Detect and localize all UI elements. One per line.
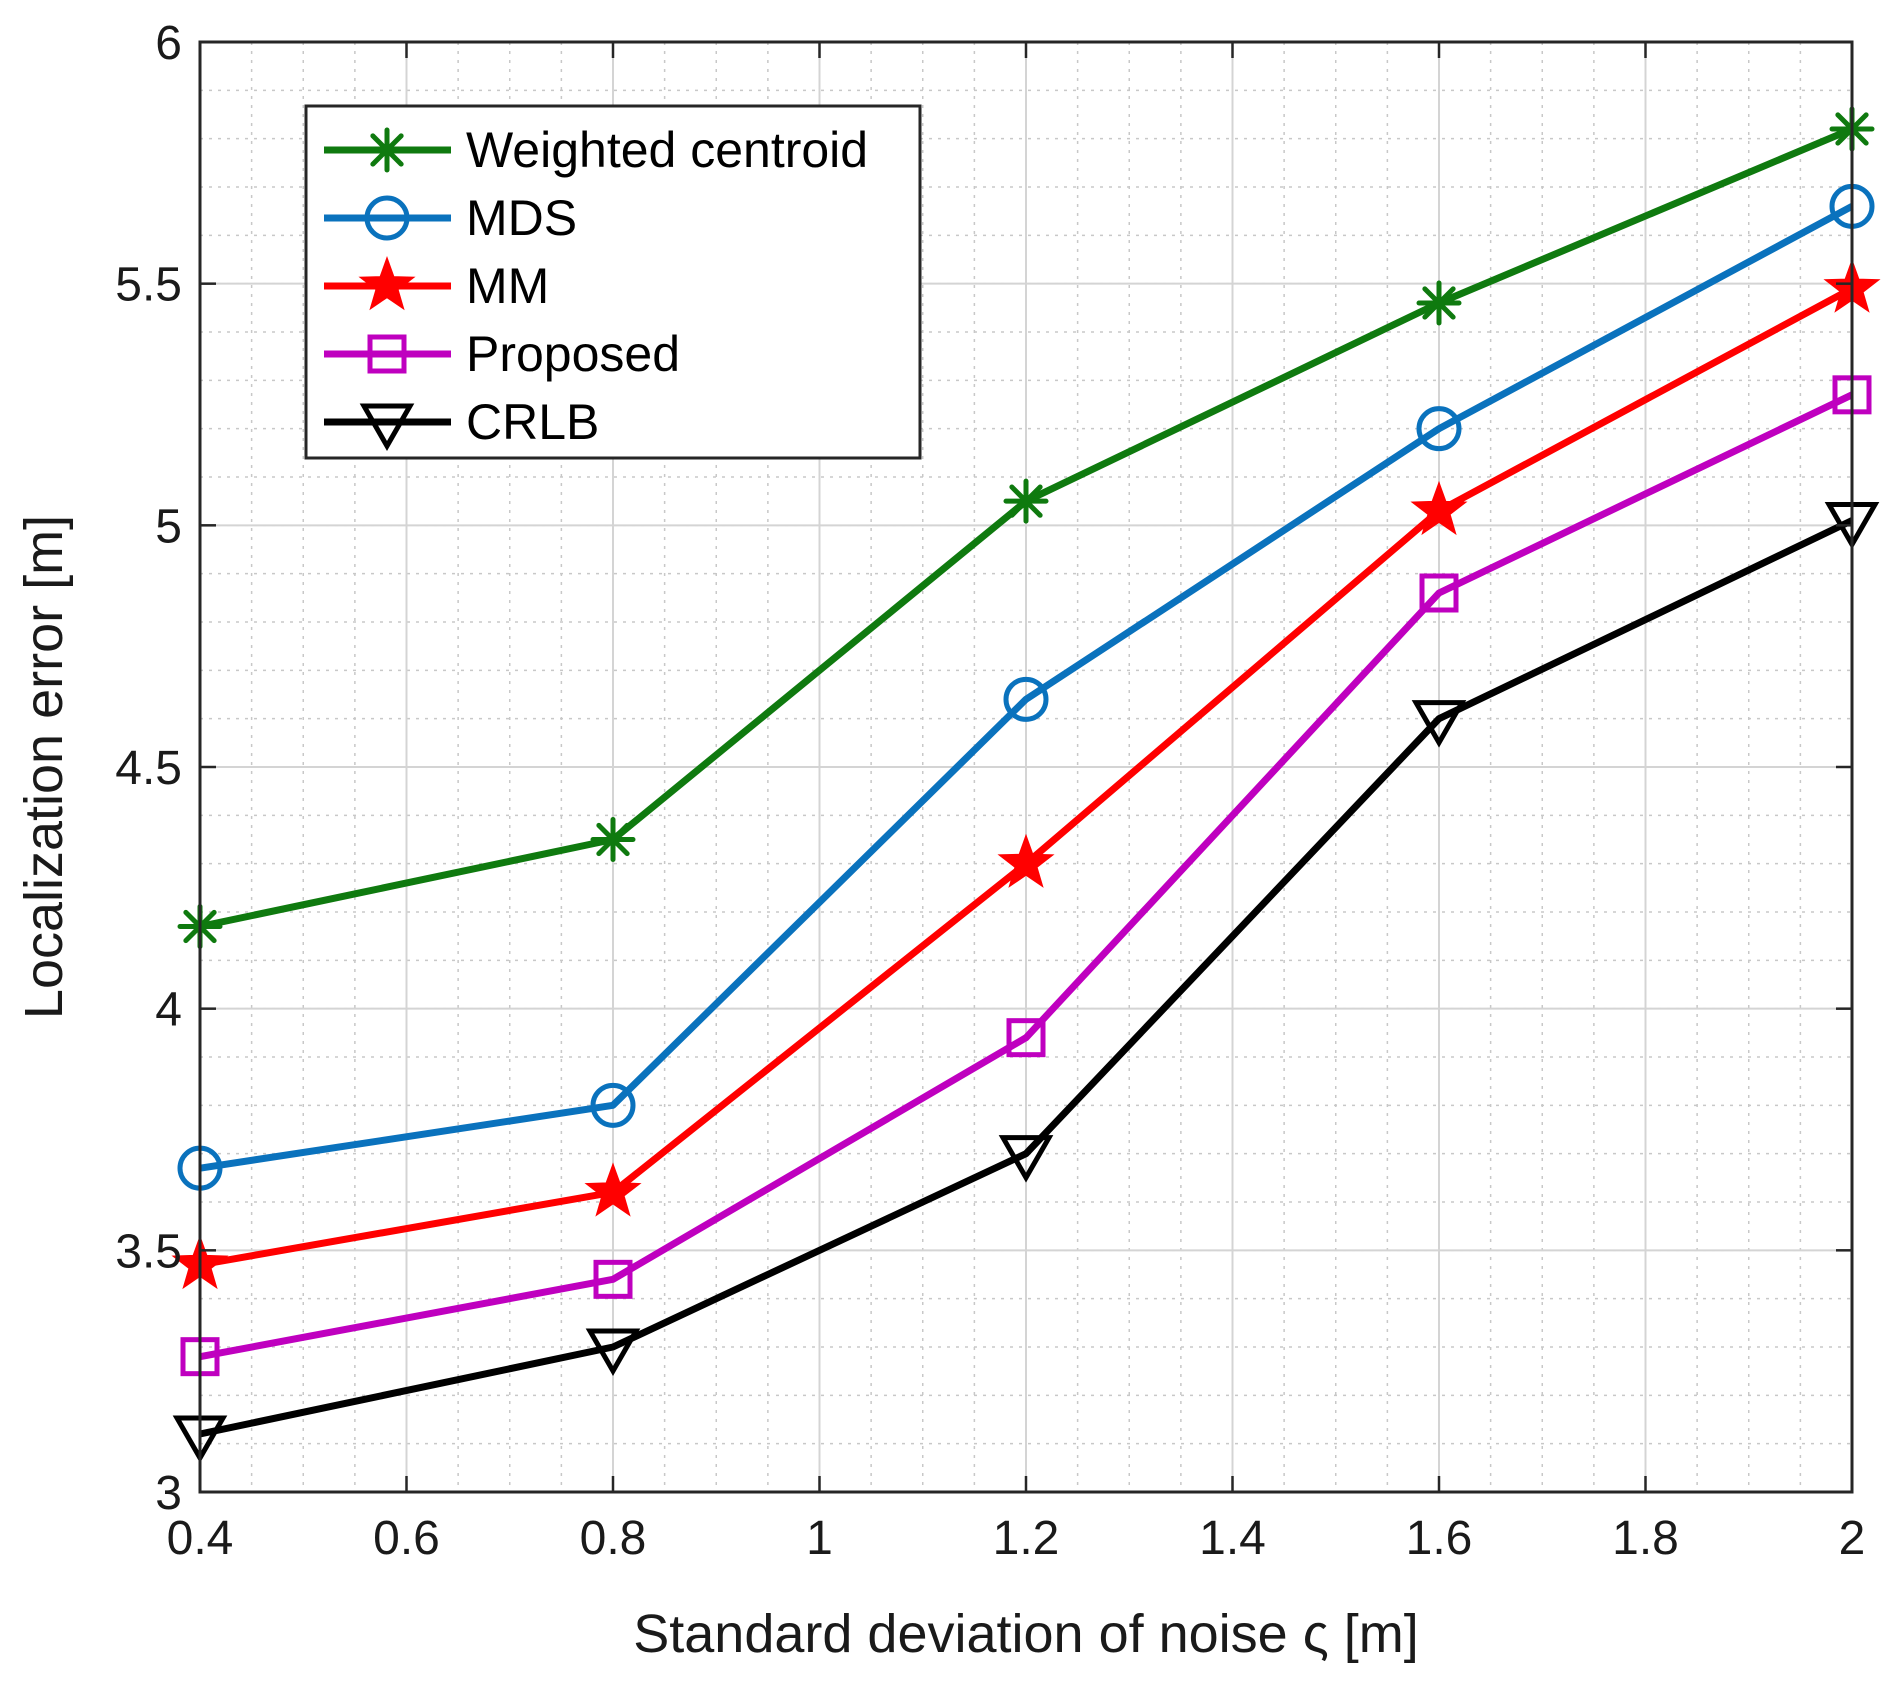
square-marker [1419,573,1459,613]
legend-label: MDS [466,190,577,246]
y-tick-label: 4.5 [115,742,182,795]
x-tick-label: 0.4 [167,1512,234,1565]
legend-entry: MDS [324,190,577,246]
legend-entry: MM [324,256,549,314]
series-layer [171,106,1881,1464]
triangle-down-marker [359,403,415,452]
x-tick-label: 0.8 [580,1512,647,1565]
y-tick-label: 3 [155,1467,182,1520]
axis-ticks [198,40,1854,1494]
legend-entry: Proposed [324,326,680,382]
star-marker [358,256,416,311]
triangle-down-marker [998,1135,1054,1183]
y-tick-label: 3.5 [115,1225,182,1278]
x-tick-label: 1.8 [1612,1512,1679,1565]
square-marker [367,334,407,374]
star-marker [997,833,1055,888]
x-tick-label: 1.4 [1199,1512,1266,1565]
asterisk-marker [590,817,636,862]
y-tick-label: 4 [155,984,182,1037]
y-tick-labels: 3 3.5 4 4.5 5 5.5 6 [115,17,182,1520]
x-tick-label: 0.6 [373,1512,440,1565]
series-line [199,391,1854,1361]
x-tick-label: 1 [806,1512,833,1565]
x-tick-labels: 0.4 0.6 0.8 1 1.2 1.4 1.6 1.8 2 [167,1512,1866,1565]
y-tick-label: 6 [155,17,182,70]
legend-label: Proposed [466,326,680,382]
circle-marker [1416,406,1462,452]
x-tick-label: 1.2 [993,1512,1060,1565]
x-axis-label: Standard deviation of noise ς [m] [633,1604,1418,1664]
y-axis-label: Localization error [m] [14,515,74,1019]
x-tick-label: 1.6 [1406,1512,1473,1565]
circle-marker [590,1082,636,1128]
circle-marker [364,195,410,241]
star-marker [1410,480,1468,536]
y-tick-label: 5.5 [115,259,182,312]
legend-label: MM [466,258,549,314]
series-line [199,517,1854,1438]
legend-label: CRLB [466,394,599,450]
star-marker [584,1162,642,1217]
legend-entry: Weighted centroid [324,122,868,178]
legend: Weighted centroid MDS MM Proposed CRLB [304,104,922,460]
y-tick-label: 5 [155,500,182,553]
series-line [199,203,1854,1172]
square-marker [593,1259,633,1299]
x-tick-label: 2 [1839,1512,1866,1565]
triangle-down-marker [1411,700,1467,748]
asterisk-marker [1416,280,1462,326]
square-marker [1006,1018,1046,1058]
legend-entry: CRLB [324,394,599,452]
circle-marker [1003,676,1049,722]
asterisk-marker [364,127,410,173]
asterisk-marker [1003,478,1049,524]
legend-label: Weighted centroid [466,122,868,178]
triangle-down-marker [585,1328,641,1377]
